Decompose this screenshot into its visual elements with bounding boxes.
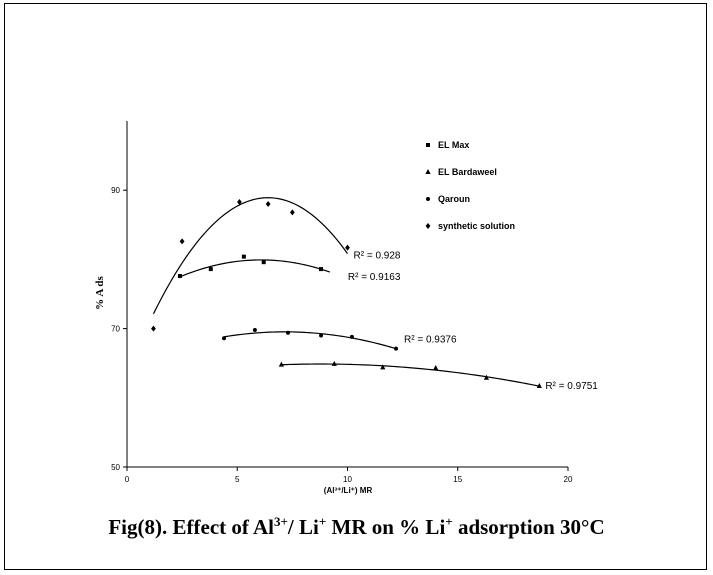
data-point	[179, 238, 185, 245]
data-point	[252, 327, 257, 332]
trendline	[281, 363, 540, 387]
r2-labels: R² = 0.9163 R² = 0.9751 R² = 0.9376 R² = 0.…	[348, 251, 598, 393]
caption-text: Fig(8). Effect of Al	[108, 515, 274, 539]
x-axis-label: (Al³⁺/Li⁺) MR	[324, 486, 373, 495]
legend-label: EL Max	[438, 140, 469, 150]
data-points	[151, 198, 542, 389]
legend-label: EL Bardaweel	[438, 167, 497, 177]
data-point	[265, 201, 271, 208]
x-tick-label: 0	[125, 475, 130, 484]
r2-label: R² = 0.9751	[545, 381, 598, 392]
figure-frame	[4, 3, 707, 570]
legend-marker	[425, 223, 431, 229]
legend: EL Max EL Bardaweel Qaroun synthetic soluti…	[425, 140, 515, 231]
data-point	[151, 325, 156, 332]
data-point	[278, 361, 284, 367]
r2-label: R² = 0.928	[354, 251, 401, 262]
x-tick-label: 20	[564, 475, 573, 484]
legend-marker	[426, 197, 430, 201]
data-point	[394, 346, 399, 351]
data-point	[177, 274, 182, 279]
x-tick-label: 5	[235, 475, 240, 484]
trendline	[179, 259, 331, 278]
figure-caption: Fig(8). Effect of Al3+/ Li+ MR on % Li+ …	[0, 514, 713, 540]
data-point	[536, 383, 542, 389]
y-tick-label: 70	[111, 325, 120, 334]
caption-text: MR on % Li	[326, 515, 446, 539]
legend-label: synthetic solution	[438, 221, 515, 231]
legend-marker	[426, 143, 430, 147]
data-point	[319, 333, 324, 338]
data-point	[433, 365, 439, 371]
data-point	[289, 209, 295, 216]
legend-marker	[425, 169, 431, 174]
data-point	[331, 360, 337, 366]
caption-sup: 3+	[273, 514, 288, 529]
y-tick-label: 50	[111, 463, 120, 472]
data-point	[483, 374, 490, 380]
data-point	[237, 198, 242, 205]
trendlines	[152, 197, 540, 387]
y-tick-label: 90	[111, 186, 120, 195]
data-point	[285, 330, 290, 335]
data-point	[241, 254, 246, 259]
y-axis-label: % A ds	[94, 275, 106, 309]
caption-text: adsorption 30°C	[452, 515, 605, 539]
r2-label: R² = 0.9376	[404, 335, 457, 346]
axes: 0 5 10 15 20 50 70 90	[111, 121, 573, 484]
x-tick-label: 15	[453, 475, 462, 484]
x-tick-label: 10	[343, 475, 352, 484]
data-point	[261, 260, 266, 265]
caption-sup: +	[445, 514, 453, 529]
data-point	[349, 334, 354, 339]
trendline	[152, 197, 348, 315]
caption-text: / Li	[287, 515, 319, 539]
caption-sup: +	[318, 514, 327, 529]
data-point	[208, 267, 213, 272]
data-point	[380, 364, 386, 370]
r2-label: R² = 0.9163	[348, 272, 401, 283]
trendline	[223, 331, 397, 350]
data-point	[319, 267, 324, 272]
data-point	[345, 244, 350, 251]
data-point	[222, 336, 227, 341]
legend-label: Qaroun	[438, 194, 470, 204]
